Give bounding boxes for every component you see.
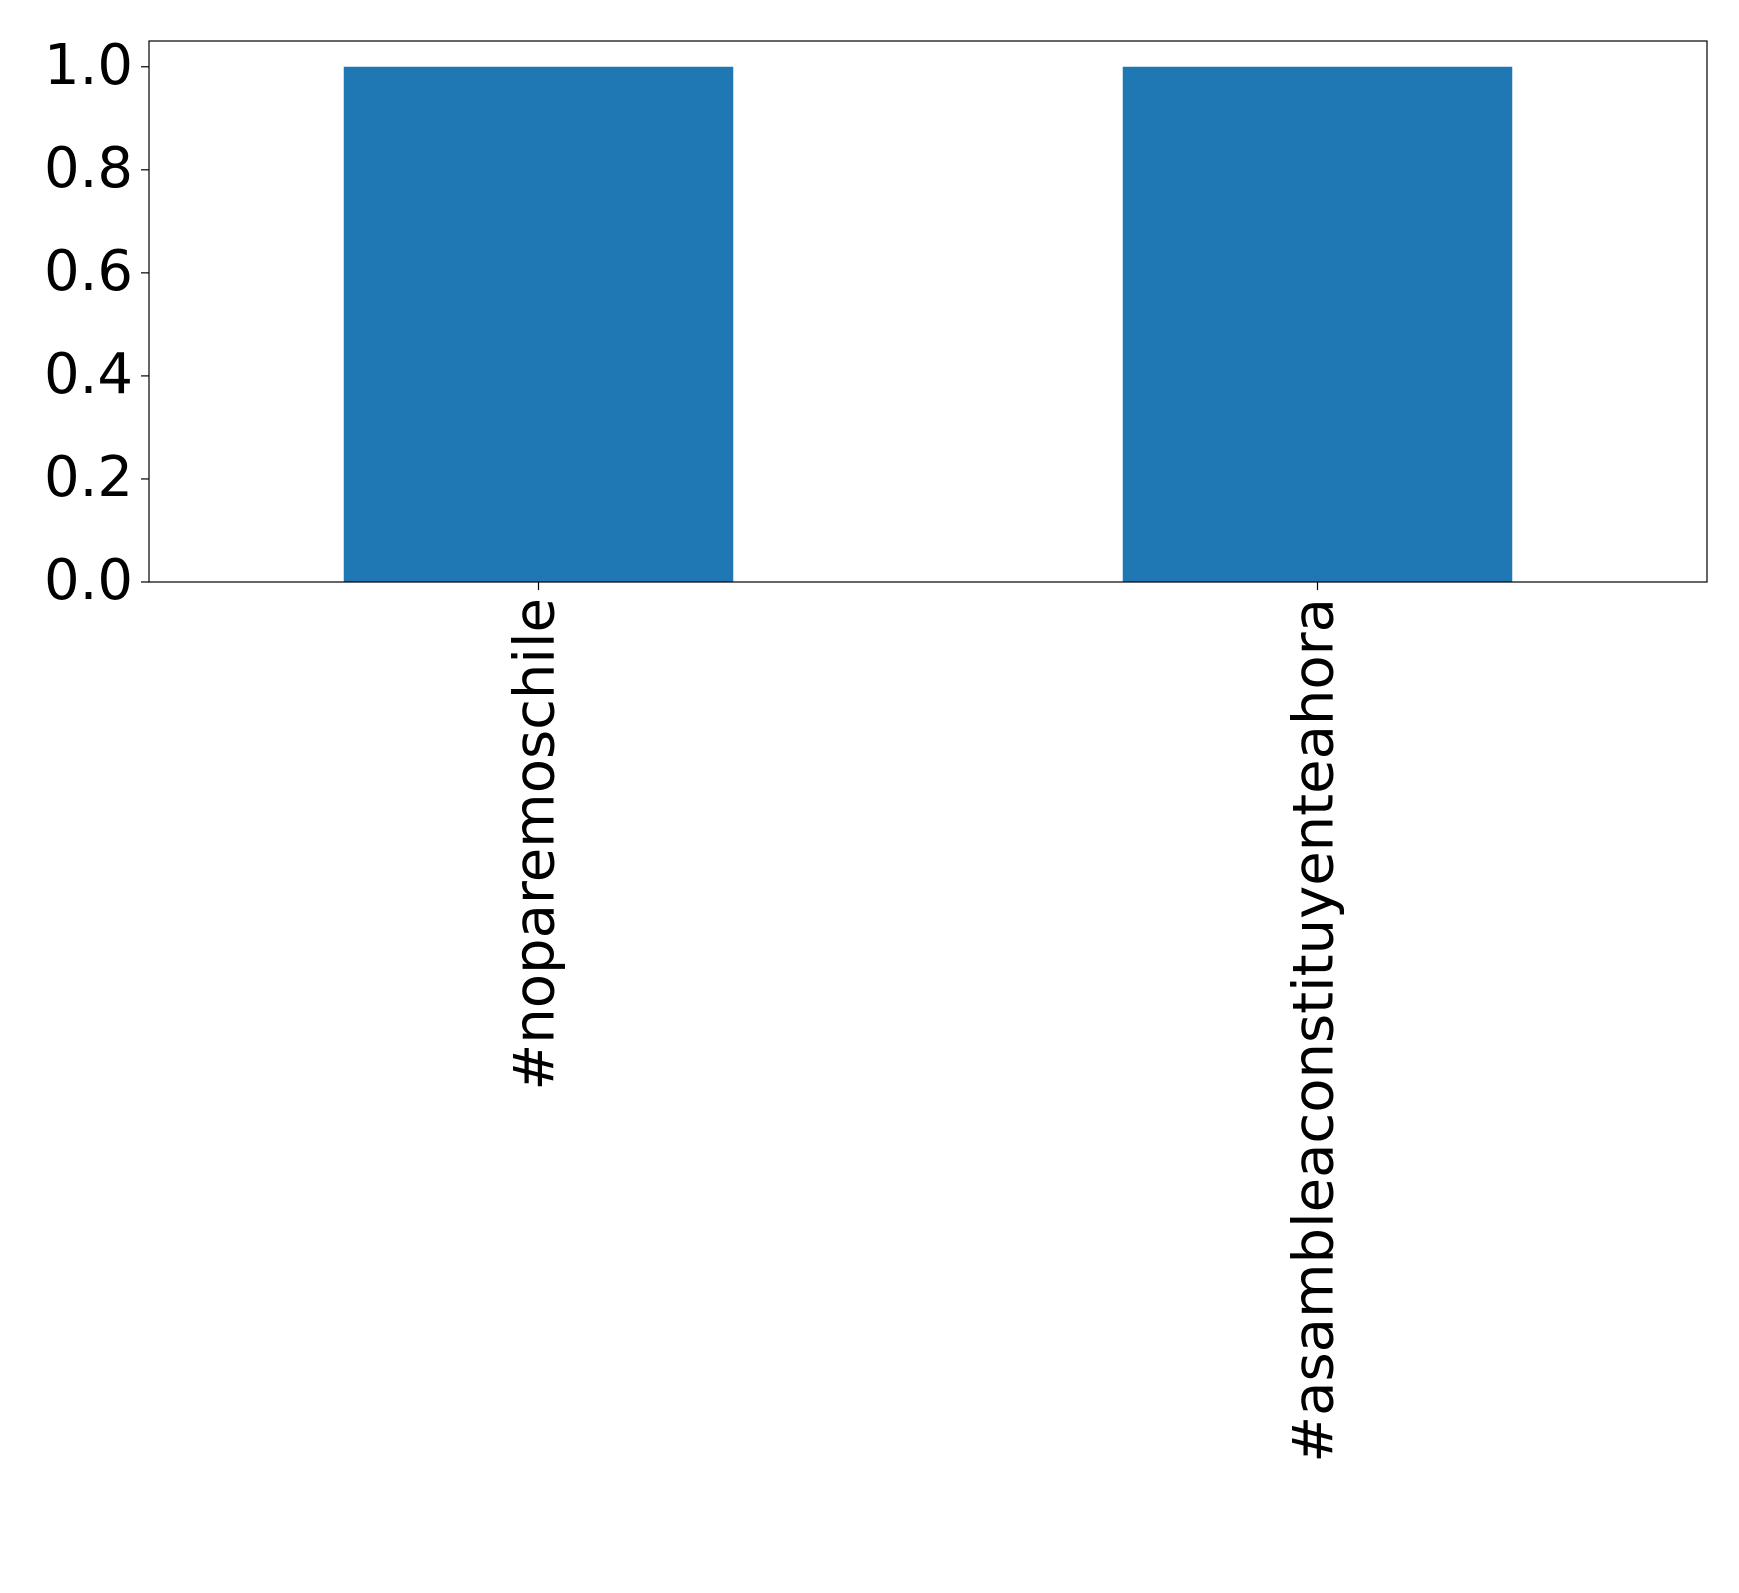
x-tick-label: #noparemoschile — [503, 598, 568, 1091]
y-tick-label: 0.2 — [44, 445, 133, 510]
y-tick-label: 0.4 — [44, 342, 133, 407]
bar — [343, 66, 734, 582]
y-tick-label: 1.0 — [44, 33, 133, 98]
axes-frame — [148, 40, 1708, 583]
y-tick-label: 0.8 — [44, 136, 133, 201]
bar — [1122, 66, 1513, 582]
y-tick-label: 0.0 — [44, 548, 133, 613]
y-tick-label: 0.6 — [44, 239, 133, 304]
x-tick-label: #asambleaconstituyenteahora — [1282, 598, 1347, 1463]
